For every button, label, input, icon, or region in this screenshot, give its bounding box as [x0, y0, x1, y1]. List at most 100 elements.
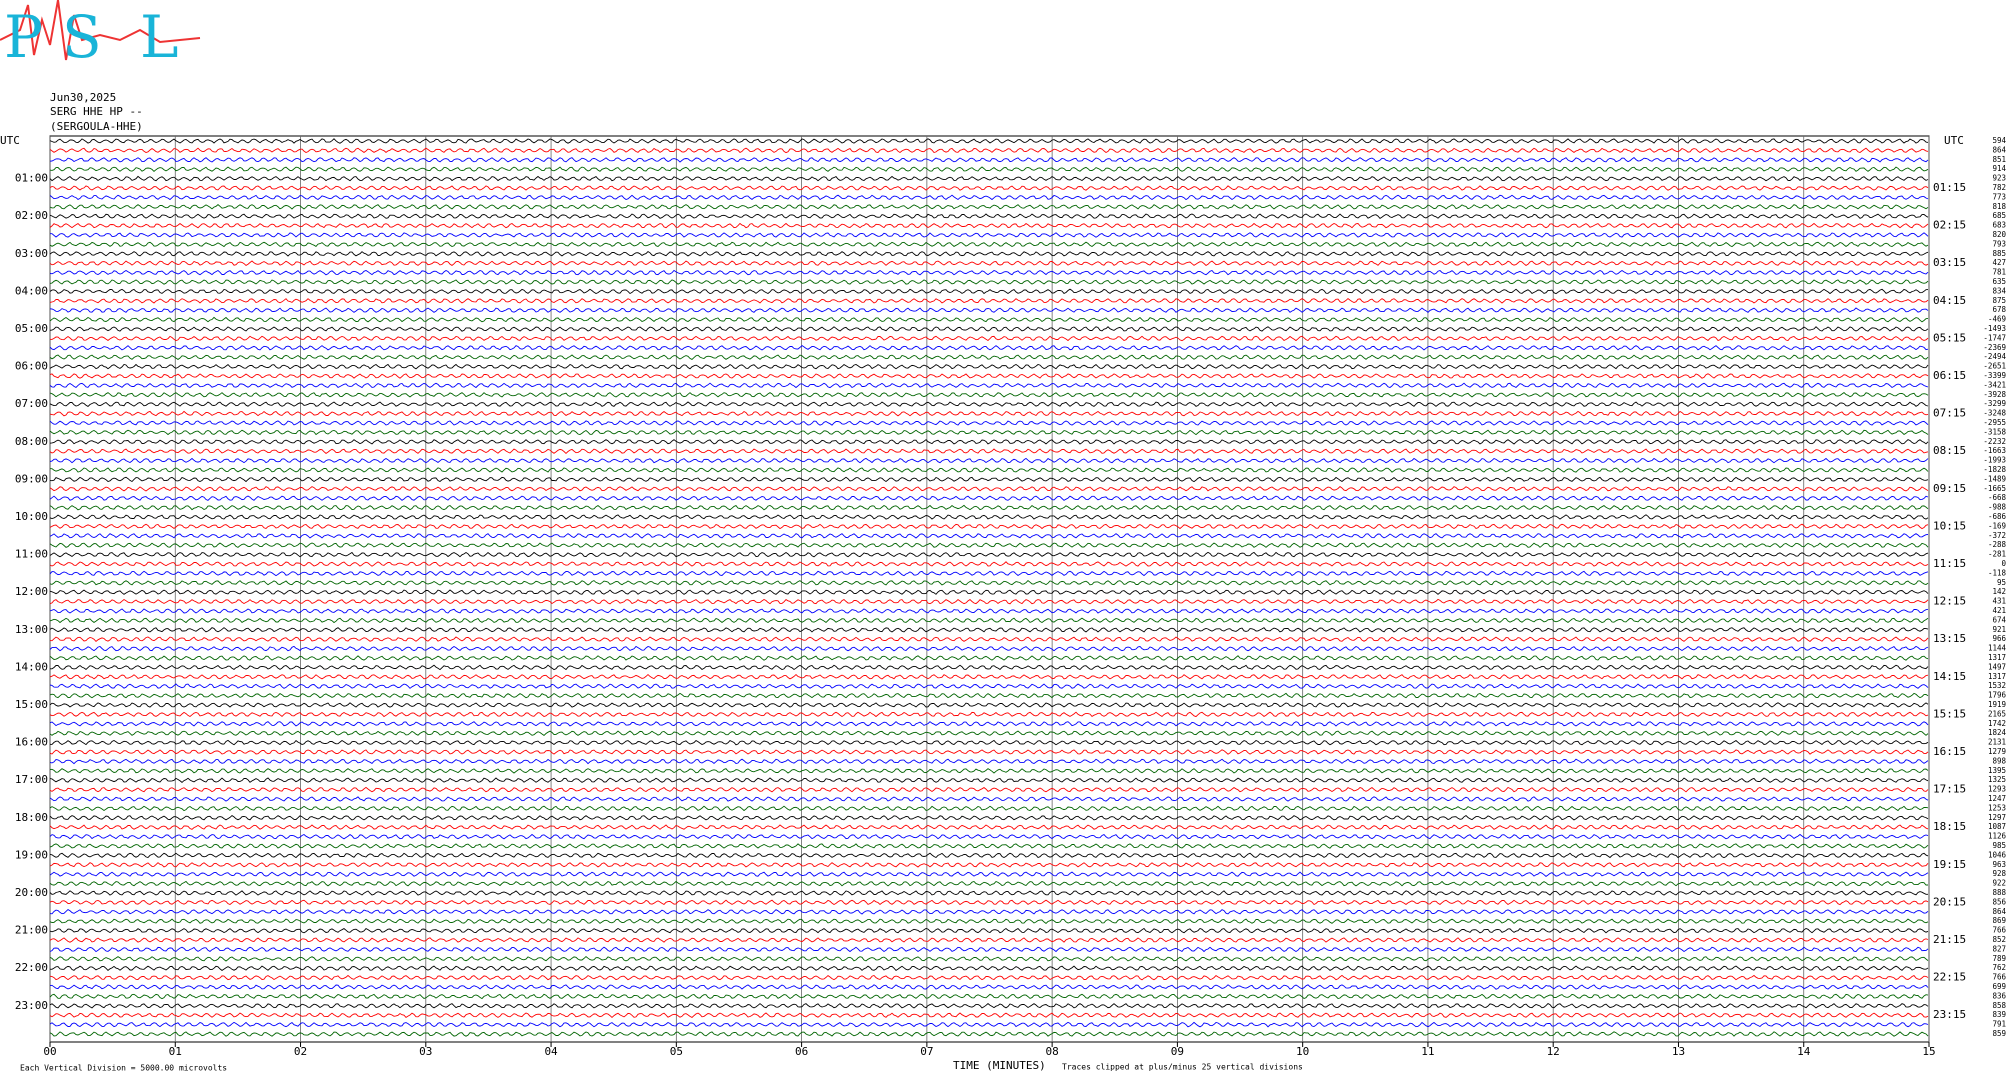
trace — [49, 993, 1929, 1000]
trace — [49, 1031, 1929, 1037]
row-offset: 1144 — [1988, 644, 2007, 653]
row-offset: 789 — [1992, 954, 2006, 963]
row-offset: 859 — [1992, 1029, 2006, 1038]
row-offset: 851 — [1992, 155, 2006, 164]
x-tick-label: 04 — [544, 1045, 558, 1058]
trace — [49, 692, 1929, 699]
right-time-label: 14:15 — [1933, 670, 1966, 683]
row-offset: 963 — [1992, 860, 2006, 869]
row-offset: -1665 — [1983, 484, 2006, 493]
right-time-label: 16:15 — [1933, 745, 1966, 758]
right-time-label: 10:15 — [1933, 519, 1966, 532]
row-offset: 888 — [1992, 888, 2006, 897]
left-time-label: 03:00 — [15, 247, 48, 260]
row-offset: -2494 — [1983, 352, 2006, 361]
trace — [49, 166, 1929, 173]
trace — [49, 937, 1929, 943]
x-tick-label: 08 — [1046, 1045, 1059, 1058]
trace — [49, 1021, 1929, 1028]
row-offset: 1046 — [1988, 850, 2007, 859]
row-offset: 864 — [1992, 145, 2006, 154]
trace — [49, 984, 1929, 990]
x-tick-label: 03 — [419, 1045, 432, 1058]
right-time-label: 01:15 — [1933, 181, 1966, 194]
trace — [49, 786, 1929, 793]
trace — [49, 514, 1929, 520]
right-time-label: 03:15 — [1933, 256, 1966, 269]
trace — [49, 542, 1929, 548]
row-offset: 421 — [1992, 606, 2006, 615]
row-offset: 766 — [1992, 973, 2006, 982]
left-time-label: 13:00 — [15, 623, 48, 636]
right-time-label: 07:15 — [1933, 407, 1966, 420]
trace — [49, 627, 1929, 633]
trace — [49, 138, 1929, 144]
trace — [49, 457, 1929, 464]
row-offset: 683 — [1992, 221, 2006, 230]
trace — [49, 974, 1929, 981]
left-time-label: 16:00 — [15, 736, 48, 749]
trace — [49, 410, 1929, 417]
trace — [49, 495, 1929, 501]
row-offset: 1297 — [1988, 813, 2006, 822]
x-tick-label: 07 — [920, 1045, 933, 1058]
left-time-label: 06:00 — [15, 360, 48, 373]
row-offset: 827 — [1992, 944, 2006, 953]
trace — [49, 655, 1929, 661]
clip-note: Traces clipped at plus/minus 25 vertical… — [1062, 1063, 1303, 1072]
row-offset: -1663 — [1983, 446, 2006, 455]
trace — [49, 429, 1929, 436]
row-offset: 1126 — [1988, 832, 2007, 841]
left-time-label: 02:00 — [15, 209, 48, 222]
row-offset: 674 — [1992, 615, 2006, 624]
right-time-label: 15:15 — [1933, 707, 1966, 720]
row-offset: 793 — [1992, 239, 2006, 248]
right-time-label: 04:15 — [1933, 294, 1966, 307]
row-offset: -1489 — [1983, 474, 2006, 483]
row-offset: 923 — [1992, 174, 2006, 183]
trace — [49, 185, 1929, 191]
trace — [49, 899, 1929, 906]
row-offset: 856 — [1992, 897, 2006, 906]
row-offset: 1742 — [1988, 719, 2006, 728]
trace — [50, 467, 1929, 473]
row-offset: 1796 — [1988, 691, 2007, 700]
trace — [49, 335, 1929, 342]
trace — [49, 523, 1929, 530]
trace — [49, 439, 1929, 445]
trace — [50, 664, 1929, 671]
x-tick-label: 00 — [43, 1045, 56, 1058]
row-offset: 852 — [1992, 935, 2006, 944]
row-offset: 142 — [1992, 587, 2006, 596]
x-tick-label: 14 — [1797, 1045, 1811, 1058]
row-offset: 836 — [1992, 991, 2006, 1000]
right-time-label: 02:15 — [1933, 219, 1966, 232]
row-offset: -1828 — [1983, 465, 2006, 474]
left-time-label: 04:00 — [15, 284, 48, 297]
trace — [49, 241, 1929, 248]
row-offset: -469 — [1988, 315, 2006, 324]
row-offset: 928 — [1992, 869, 2006, 878]
row-offset: 869 — [1992, 916, 2006, 925]
trace — [49, 721, 1929, 727]
x-tick-label: 06 — [795, 1045, 808, 1058]
right-time-label: 20:15 — [1933, 895, 1966, 908]
trace — [49, 194, 1929, 201]
trace — [49, 796, 1929, 802]
row-offset: -2232 — [1983, 437, 2006, 446]
row-offset: -988 — [1988, 503, 2007, 512]
right-time-label: 22:15 — [1933, 971, 1966, 984]
left-time-label: 09:00 — [15, 472, 48, 485]
trace — [49, 448, 1929, 455]
left-time-label: 20:00 — [15, 886, 48, 899]
row-offset: -686 — [1988, 512, 2007, 521]
trace — [49, 298, 1929, 304]
logo-squiggle — [0, 0, 201, 61]
trace — [49, 1003, 1929, 1009]
right-axis-label: UTC — [1944, 134, 1964, 147]
trace — [49, 749, 1929, 755]
trace — [49, 551, 1929, 558]
trace — [49, 862, 1929, 868]
row-offset: 858 — [1992, 1001, 2006, 1010]
date: Jun30,2025 — [50, 91, 116, 104]
